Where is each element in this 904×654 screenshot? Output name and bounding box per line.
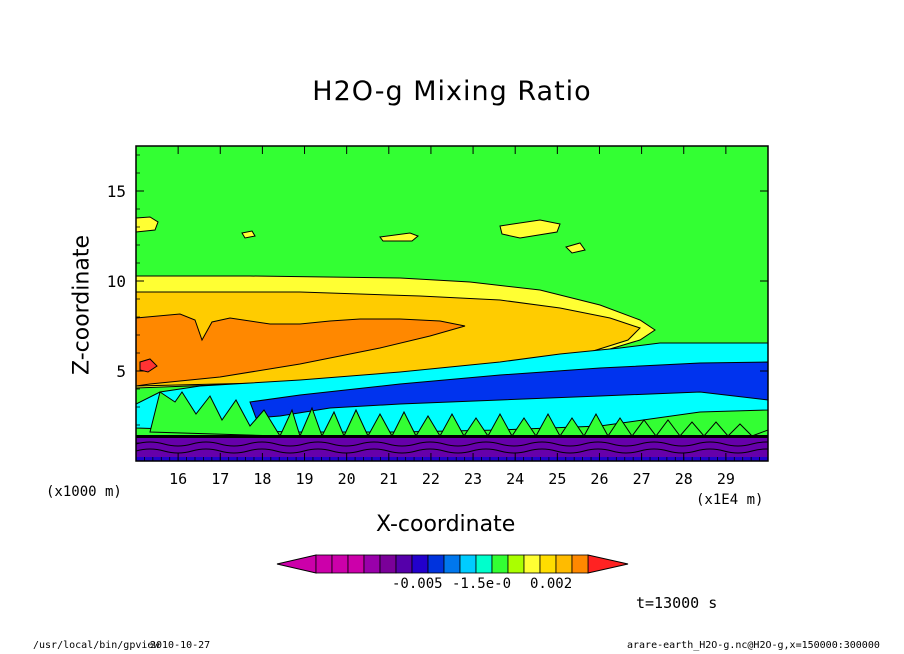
colorbar-swatch xyxy=(459,554,477,574)
chart-title: H2O-g Mixing Ratio xyxy=(312,76,592,107)
colorbar-swatch xyxy=(411,554,429,574)
x-tick-label: 17 xyxy=(211,470,229,488)
field-region-upper-yellow xyxy=(379,232,419,242)
colorbar-swatch xyxy=(347,554,365,574)
footer-source: arare-earth_H2O-g.nc@H2O-g,x=150000:3000… xyxy=(627,640,880,651)
colorbar-swatch xyxy=(523,554,541,574)
x-axis-label: X-coordinate xyxy=(376,512,516,537)
y-axis-units: (x1000 m) xyxy=(46,484,122,500)
field-region-surface-black-line xyxy=(136,435,768,438)
colorbar-swatch xyxy=(395,554,413,574)
x-tick-label: 18 xyxy=(253,470,271,488)
colorbar-swatch xyxy=(539,554,557,574)
field-region-purple-waves xyxy=(136,448,768,454)
field-region-upper-yellow xyxy=(565,242,586,254)
colorbar-swatch xyxy=(475,554,493,574)
colorbar-swatch xyxy=(507,554,525,574)
colorbar-swatch xyxy=(331,554,349,574)
plot-field xyxy=(136,146,768,461)
field-region-purple-surface xyxy=(136,438,768,458)
colorbar-swatch xyxy=(427,554,445,574)
field-region-blue-layer xyxy=(249,361,768,419)
colorbar-swatch xyxy=(571,554,589,574)
x-tick-label: 22 xyxy=(422,470,440,488)
y-axis-ticks: 5 10 15 xyxy=(107,154,768,444)
x-tick-label: 21 xyxy=(380,470,398,488)
y-tick-label: 10 xyxy=(107,272,126,291)
y-axis-label: Z-coordinate xyxy=(69,235,95,375)
colorbar-left-arrow xyxy=(276,554,317,574)
x-tick-label: 16 xyxy=(169,470,187,488)
colorbar-swatch xyxy=(379,554,397,574)
field-region-orange-core xyxy=(136,313,466,387)
x-tick-label: 23 xyxy=(464,470,482,488)
x-tick-label: 19 xyxy=(296,470,314,488)
field-region-red-patch xyxy=(139,358,158,373)
x-tick-label: 20 xyxy=(338,470,356,488)
footer-command: /usr/local/bin/gpview xyxy=(33,640,160,651)
x-tick-label: 29 xyxy=(717,470,735,488)
colorbar-tick-label: -1.5e-0 xyxy=(452,576,512,592)
footer-date: 2010-10-27 xyxy=(150,640,211,651)
x-tick-label: 28 xyxy=(675,470,693,488)
y-tick-label: 5 xyxy=(116,362,126,381)
colorbar-tick-label: 0.002 xyxy=(530,576,573,592)
x-tick-label: 25 xyxy=(548,470,566,488)
colorbar-swatch xyxy=(315,554,333,574)
y-tick-label: 15 xyxy=(107,182,126,201)
x-tick-label: 27 xyxy=(633,470,651,488)
colorbar-swatch xyxy=(363,554,381,574)
colorbar-right-arrow xyxy=(587,554,629,574)
field-region-upper-yellow xyxy=(499,219,561,239)
field-region-blue-bottom xyxy=(136,457,768,461)
field-region-green-patches-left xyxy=(149,391,281,437)
time-label: t=13000 s xyxy=(636,594,718,612)
plot-frame xyxy=(135,145,769,462)
x-axis-units: (x1E4 m) xyxy=(696,492,764,508)
x-axis-ticks: 16 17 18 19 20 21 22 23 24 25 26 27 28 29 xyxy=(144,146,769,488)
field-region-upper-yellow xyxy=(136,216,159,233)
colorbar-swatch xyxy=(443,554,461,574)
x-tick-label: 24 xyxy=(506,470,524,488)
field-region-upper-yellow xyxy=(241,230,256,239)
x-tick-label: 26 xyxy=(590,470,608,488)
colorbar-swatch xyxy=(491,554,509,574)
field-region-purple-waves xyxy=(136,441,768,447)
colorbar-tick-label: -0.005 xyxy=(392,576,443,592)
colorbar xyxy=(276,554,629,574)
colorbar-swatch xyxy=(555,554,573,574)
